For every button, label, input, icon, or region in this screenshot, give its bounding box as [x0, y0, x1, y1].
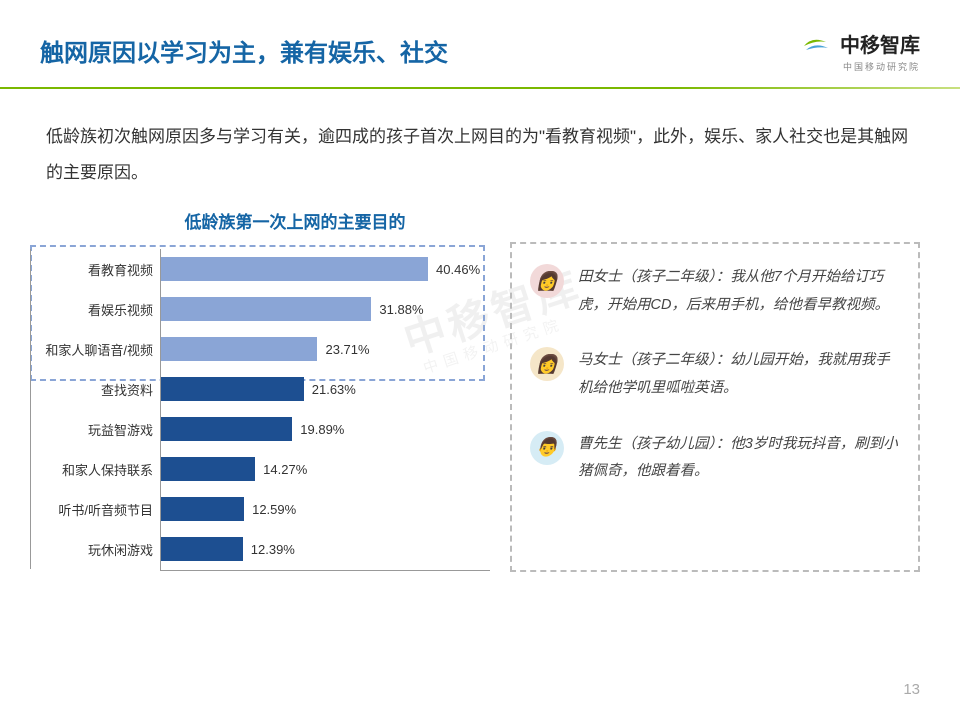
bar-chart: 看教育视频40.46%看娱乐视频31.88%和家人聊语音/视频23.71%查找资…	[30, 249, 490, 569]
bar-label: 和家人聊语音/视频	[31, 340, 153, 359]
bar-row: 看娱乐视频31.88%	[161, 289, 490, 329]
bar	[161, 377, 304, 401]
bar-row: 和家人保持联系14.27%	[161, 449, 490, 489]
bar-label: 和家人保持联系	[31, 460, 153, 479]
bar-label: 查找资料	[31, 380, 153, 399]
quote-text: 马女士（孩子二年级）：幼儿园开始，我就用我手机给他学叽里呱啦英语。	[578, 347, 900, 402]
bar-value: 31.88%	[379, 302, 423, 317]
bar-row: 和家人聊语音/视频23.71%	[161, 329, 490, 369]
bar-label: 玩休闲游戏	[31, 540, 153, 559]
quote-item: 👩 马女士（孩子二年级）：幼儿园开始，我就用我手机给他学叽里呱啦英语。	[530, 347, 900, 402]
bar-row: 看教育视频40.46%	[161, 249, 490, 289]
bar-value: 12.59%	[252, 502, 296, 517]
bar-value: 23.71%	[325, 342, 369, 357]
bar	[161, 417, 292, 441]
quote-text: 曹先生（孩子幼儿园）：他3岁时我玩抖音，刷到小猪佩奇，他跟着看。	[578, 431, 900, 486]
bar-row: 玩休闲游戏12.39%	[161, 529, 490, 569]
bar-value: 19.89%	[300, 422, 344, 437]
bar-value: 21.63%	[312, 382, 356, 397]
page-title: 触网原因以学习为主，兼有娱乐、社交	[40, 33, 448, 68]
bar-row: 听书/听音频节目12.59%	[161, 489, 490, 529]
intro-paragraph: 低龄族初次触网原因多与学习有关，逾四成的孩子首次上网目的为"看教育视频"，此外，…	[0, 89, 960, 190]
logo-subtext: 中国移动研究院	[800, 60, 920, 73]
bar-row: 查找资料21.63%	[161, 369, 490, 409]
avatar-icon: 👨	[530, 431, 564, 465]
bar-value: 14.27%	[263, 462, 307, 477]
avatar-icon: 👩	[530, 264, 564, 298]
bar-row: 玩益智游戏19.89%	[161, 409, 490, 449]
bar	[161, 457, 255, 481]
bar	[161, 337, 317, 361]
brand-logo: 中移智库 中国移动研究院	[800, 28, 920, 73]
quotes-box: 👩 田女士（孩子二年级）：我从他7个月开始给订巧虎，开始用CD，后来用手机，给他看…	[510, 242, 920, 572]
bar	[161, 537, 243, 561]
bar-label: 看娱乐视频	[31, 300, 153, 319]
chart-region: 低龄族第一次上网的主要目的 看教育视频40.46%看娱乐视频31.88%和家人聊…	[30, 208, 490, 572]
bar	[161, 297, 371, 321]
bar	[161, 257, 428, 281]
chart-title: 低龄族第一次上网的主要目的	[100, 208, 490, 233]
bar	[161, 497, 244, 521]
quote-text: 田女士（孩子二年级）：我从他7个月开始给订巧虎，开始用CD，后来用手机，给他看早…	[578, 264, 900, 319]
quote-item: 👩 田女士（孩子二年级）：我从他7个月开始给订巧虎，开始用CD，后来用手机，给他看…	[530, 264, 900, 319]
bar-label: 玩益智游戏	[31, 420, 153, 439]
bar-value: 40.46%	[436, 262, 480, 277]
logo-icon	[800, 28, 830, 58]
bar-label: 看教育视频	[31, 260, 153, 279]
logo-text: 中移智库	[840, 35, 920, 57]
page-number: 13	[903, 681, 920, 698]
avatar-icon: 👩	[530, 347, 564, 381]
bar-label: 听书/听音频节目	[31, 500, 153, 519]
quote-item: 👨 曹先生（孩子幼儿园）：他3岁时我玩抖音，刷到小猪佩奇，他跟着看。	[530, 431, 900, 486]
bar-value: 12.39%	[251, 542, 295, 557]
